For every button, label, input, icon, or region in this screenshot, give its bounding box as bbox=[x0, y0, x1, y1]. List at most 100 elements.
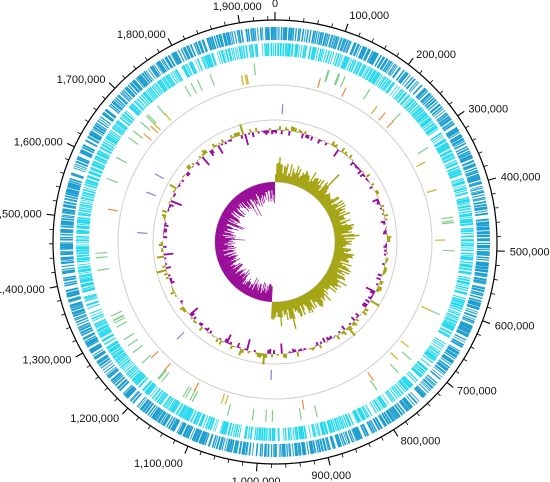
reverse-feature bbox=[82, 191, 96, 196]
forward-feature bbox=[107, 368, 120, 379]
forward-feature bbox=[398, 71, 408, 83]
forward-feature bbox=[133, 79, 143, 90]
reverse-feature bbox=[98, 149, 111, 157]
rna-feature bbox=[265, 409, 267, 422]
forward-feature bbox=[73, 165, 87, 171]
reverse-feature bbox=[198, 413, 205, 427]
forward-feature bbox=[94, 351, 107, 360]
forward-feature bbox=[60, 238, 73, 241]
forward-feature bbox=[62, 269, 76, 274]
reverse-feature bbox=[151, 388, 162, 400]
rna-feature bbox=[112, 314, 125, 322]
minor-tick bbox=[384, 45, 387, 50]
reverse-feature bbox=[450, 302, 464, 308]
rna-feature bbox=[97, 268, 110, 272]
reverse-feature bbox=[205, 55, 211, 68]
forward-feature bbox=[312, 440, 317, 454]
reverse-feature bbox=[126, 366, 138, 376]
forward-feature bbox=[79, 326, 93, 334]
reverse-feature bbox=[449, 304, 463, 310]
forward-feature bbox=[71, 308, 85, 315]
reverse-feature bbox=[108, 343, 120, 352]
reverse-feature bbox=[79, 274, 92, 278]
forward-feature bbox=[224, 438, 228, 452]
reverse-feature bbox=[420, 118, 433, 128]
reverse-feature bbox=[86, 300, 99, 306]
forward-feature bbox=[121, 91, 132, 101]
reverse-feature bbox=[112, 126, 124, 135]
reverse-feature bbox=[106, 134, 119, 143]
reverse-feature bbox=[153, 83, 162, 95]
forward-feature bbox=[201, 431, 208, 445]
minor-tick bbox=[465, 125, 470, 129]
forward-feature bbox=[81, 329, 94, 337]
reverse-feature bbox=[76, 225, 90, 228]
rna-feature bbox=[132, 130, 144, 139]
minor-tick bbox=[114, 398, 118, 402]
forward-feature bbox=[473, 279, 487, 284]
forward-feature bbox=[189, 427, 196, 440]
reverse-feature bbox=[413, 364, 425, 375]
forward-feature bbox=[194, 429, 201, 442]
reverse-feature bbox=[396, 91, 407, 103]
reverse-feature bbox=[120, 358, 132, 369]
forward-feature bbox=[139, 399, 149, 410]
forward-feature bbox=[466, 173, 480, 180]
reverse-feature bbox=[341, 56, 348, 69]
forward-feature bbox=[344, 431, 351, 444]
reverse-feature bbox=[121, 360, 133, 370]
forward-feature bbox=[110, 372, 122, 382]
reverse-feature bbox=[181, 406, 189, 418]
major-tick bbox=[184, 446, 189, 454]
forward-feature bbox=[90, 130, 103, 138]
forward-feature bbox=[402, 397, 413, 409]
minor-tick bbox=[358, 32, 361, 37]
forward-feature bbox=[281, 443, 285, 457]
forward-feature bbox=[125, 86, 136, 97]
forward-feature bbox=[464, 312, 477, 318]
forward-feature bbox=[64, 195, 78, 200]
forward-feature bbox=[104, 364, 115, 374]
forward-feature bbox=[448, 344, 461, 352]
forward-feature bbox=[70, 305, 84, 312]
reverse-feature bbox=[149, 86, 159, 98]
minor-tick bbox=[147, 425, 151, 430]
reverse-feature bbox=[164, 75, 173, 88]
reverse-feature bbox=[449, 172, 462, 179]
forward-feature bbox=[366, 421, 374, 434]
reverse-feature bbox=[399, 94, 410, 105]
reverse-feature bbox=[77, 216, 91, 221]
forward-feature bbox=[259, 443, 262, 457]
reverse-feature bbox=[312, 423, 317, 437]
misc-feature bbox=[176, 331, 185, 340]
reverse-feature bbox=[229, 48, 233, 61]
forward-feature bbox=[382, 59, 391, 72]
rna-feature bbox=[113, 317, 126, 324]
reverse-feature bbox=[431, 134, 443, 143]
forward-feature bbox=[388, 64, 397, 76]
reverse-feature bbox=[445, 314, 459, 321]
forward-feature bbox=[62, 205, 76, 209]
reverse-feature bbox=[350, 60, 357, 73]
forward-feature bbox=[129, 390, 139, 401]
reverse-feature bbox=[91, 162, 105, 170]
reverse-feature bbox=[437, 144, 450, 152]
forward-feature bbox=[445, 349, 457, 358]
forward-feature bbox=[389, 407, 398, 419]
forward-feature bbox=[376, 56, 385, 68]
minor-tick bbox=[427, 403, 431, 407]
reverse-feature bbox=[80, 197, 94, 202]
reverse-feature bbox=[426, 349, 438, 358]
forward-feature bbox=[66, 292, 80, 297]
forward-feature bbox=[257, 27, 259, 41]
reverse-feature bbox=[399, 379, 410, 390]
forward-feature bbox=[270, 444, 273, 457]
rna-feature bbox=[298, 408, 302, 421]
reverse-feature bbox=[254, 427, 257, 440]
forward-feature bbox=[271, 27, 274, 40]
reverse-feature bbox=[249, 426, 253, 440]
forward-feature bbox=[197, 41, 204, 54]
reverse-feature bbox=[195, 412, 202, 425]
forward-feature bbox=[340, 432, 347, 446]
forward-feature bbox=[206, 37, 212, 51]
